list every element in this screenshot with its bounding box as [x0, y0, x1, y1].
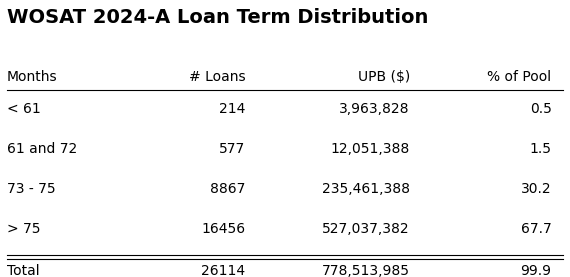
Text: WOSAT 2024-A Loan Term Distribution: WOSAT 2024-A Loan Term Distribution [7, 8, 429, 27]
Text: UPB ($): UPB ($) [357, 70, 410, 84]
Text: 73 - 75: 73 - 75 [7, 182, 56, 196]
Text: 1.5: 1.5 [530, 142, 552, 156]
Text: 235,461,388: 235,461,388 [322, 182, 410, 196]
Text: Total: Total [7, 264, 40, 277]
Text: Months: Months [7, 70, 58, 84]
Text: > 75: > 75 [7, 222, 40, 236]
Text: # Loans: # Loans [189, 70, 245, 84]
Text: 12,051,388: 12,051,388 [331, 142, 410, 156]
Text: 527,037,382: 527,037,382 [322, 222, 410, 236]
Text: 30.2: 30.2 [521, 182, 552, 196]
Text: < 61: < 61 [7, 102, 41, 116]
Text: 577: 577 [219, 142, 245, 156]
Text: 16456: 16456 [201, 222, 245, 236]
Text: % of Pool: % of Pool [487, 70, 552, 84]
Text: 3,963,828: 3,963,828 [339, 102, 410, 116]
Text: 778,513,985: 778,513,985 [322, 264, 410, 277]
Text: 214: 214 [219, 102, 245, 116]
Text: 67.7: 67.7 [521, 222, 552, 236]
Text: 26114: 26114 [201, 264, 245, 277]
Text: 0.5: 0.5 [530, 102, 552, 116]
Text: 99.9: 99.9 [520, 264, 552, 277]
Text: 61 and 72: 61 and 72 [7, 142, 78, 156]
Text: 8867: 8867 [210, 182, 245, 196]
